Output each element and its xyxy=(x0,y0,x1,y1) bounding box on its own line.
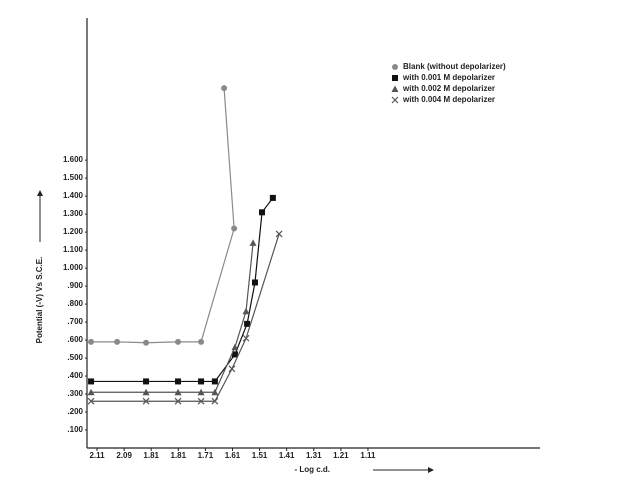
y-tick-label: .600 xyxy=(67,335,83,344)
marker xyxy=(174,397,182,405)
y-tick-label: .700 xyxy=(67,317,83,326)
y-tick-label: .100 xyxy=(67,425,83,434)
marker xyxy=(211,388,219,396)
marker xyxy=(143,378,150,385)
y-tick-label: .400 xyxy=(67,371,83,380)
marker xyxy=(244,320,251,327)
x-arrow-head xyxy=(428,467,434,473)
x-tick-label: 1.41 xyxy=(279,451,295,460)
marker xyxy=(197,388,205,396)
marker xyxy=(391,96,399,104)
y-tick-label: .300 xyxy=(67,389,83,398)
y-tick-label: 1.000 xyxy=(63,263,84,272)
marker xyxy=(242,307,250,315)
marker xyxy=(231,343,239,351)
y-tick-label: 1.100 xyxy=(63,245,84,254)
marker xyxy=(391,85,399,92)
legend-label: Blank (without depolarizer) xyxy=(403,62,506,71)
legend-label: with 0.004 M depolarizer xyxy=(402,95,495,104)
marker xyxy=(114,338,121,345)
marker xyxy=(259,209,266,216)
marker xyxy=(251,279,258,286)
y-tick-label: 1.500 xyxy=(63,173,84,182)
marker xyxy=(198,378,205,385)
y-tick-label: .900 xyxy=(67,281,83,290)
series-line xyxy=(91,88,235,344)
marker xyxy=(175,338,182,345)
marker xyxy=(269,194,276,201)
y-tick-label: .200 xyxy=(67,407,83,416)
y-tick-label: 1.400 xyxy=(63,191,84,200)
x-tick-label: 1.71 xyxy=(198,451,214,460)
y-tick-label: .800 xyxy=(67,299,83,308)
x-tick-label: 2.09 xyxy=(116,451,132,460)
marker xyxy=(392,75,398,81)
marker xyxy=(242,334,250,342)
marker xyxy=(228,365,236,373)
marker xyxy=(175,378,182,385)
legend-label: with 0.001 M depolarizer xyxy=(402,73,495,82)
y-tick-label: 1.600 xyxy=(63,155,84,164)
marker xyxy=(392,64,398,70)
y-tick-label: 1.200 xyxy=(63,227,84,236)
marker xyxy=(174,388,182,396)
marker xyxy=(231,225,238,232)
marker xyxy=(211,397,219,405)
marker xyxy=(142,388,150,396)
y-label-group: Potential (-V) Vs S.C.E. xyxy=(35,190,44,343)
y-arrow-head xyxy=(37,190,43,196)
series-line xyxy=(91,197,274,383)
x-tick-label: 1.81 xyxy=(143,451,159,460)
x-tick-label: 1.31 xyxy=(306,451,322,460)
x-tick-label: 1.81 xyxy=(171,451,187,460)
marker xyxy=(221,85,228,92)
series-line xyxy=(91,242,254,393)
marker xyxy=(211,378,218,385)
marker xyxy=(275,230,283,238)
y-tick-label: .500 xyxy=(67,353,83,362)
marker xyxy=(87,388,95,396)
series-line xyxy=(91,233,280,402)
marker xyxy=(88,338,95,345)
y-axis-label: Potential (-V) Vs S.C.E. xyxy=(35,257,44,344)
marker xyxy=(87,397,95,405)
legend-label: with 0.002 M depolarizer xyxy=(402,84,495,93)
marker xyxy=(197,397,205,405)
marker xyxy=(143,339,150,346)
marker xyxy=(88,378,95,385)
x-tick-label: 2.11 xyxy=(89,451,105,460)
x-tick-label: 1.21 xyxy=(333,451,349,460)
x-tick-label: 1.11 xyxy=(360,451,376,460)
marker xyxy=(198,338,205,345)
x-tick-label: 1.51 xyxy=(252,451,268,460)
marker xyxy=(249,239,257,246)
y-tick-label: 1.300 xyxy=(63,209,84,218)
marker xyxy=(142,397,150,405)
x-axis-label: - Log c.d. xyxy=(294,465,330,474)
x-tick-label: 1.61 xyxy=(225,451,241,460)
marker xyxy=(231,351,238,358)
